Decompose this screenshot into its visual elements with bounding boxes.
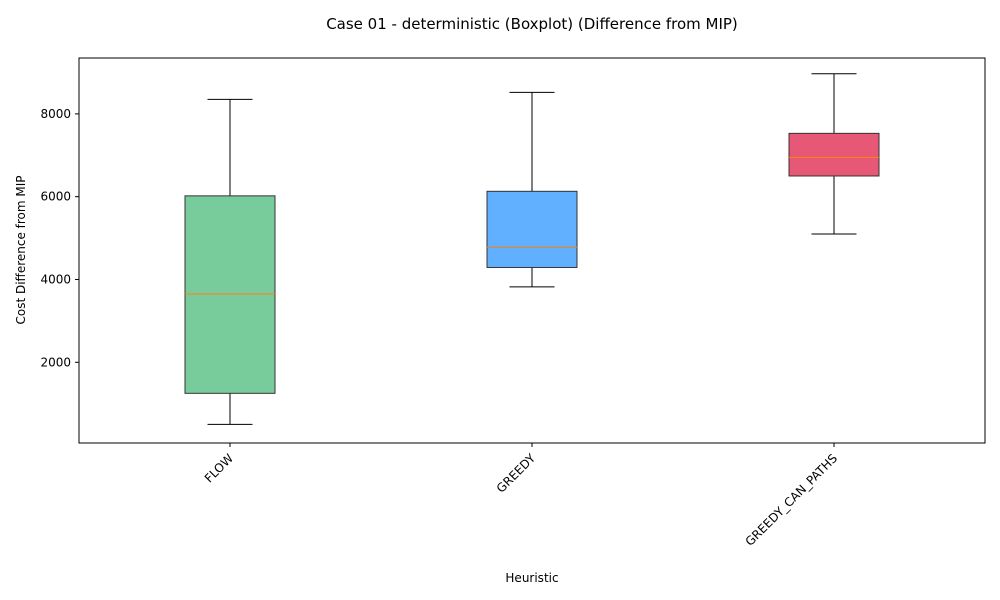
y-tick-label: 2000 xyxy=(40,355,71,369)
box-flow xyxy=(184,195,276,394)
x-tick-label: FLOW xyxy=(202,451,236,485)
x-axis-label: Heuristic xyxy=(505,571,558,585)
y-axis-label: Cost Difference from MIP xyxy=(14,175,28,324)
x-tick-label: GREEDY xyxy=(494,451,539,496)
box-greedy-can-paths xyxy=(788,132,880,177)
y-tick-label: 6000 xyxy=(40,190,71,204)
y-tick-label: 4000 xyxy=(40,272,71,286)
chart-title: Case 01 - deterministic (Boxplot) (Diffe… xyxy=(326,15,738,33)
box-greedy xyxy=(486,190,578,268)
x-tick-label: GREEDY_CAN_PATHS xyxy=(743,451,841,549)
y-tick-label: 8000 xyxy=(40,107,71,121)
plot-area: 2000 4000 6000 8000 FLOW GREEDY GREEDY_CAN_PAT… xyxy=(40,57,986,549)
